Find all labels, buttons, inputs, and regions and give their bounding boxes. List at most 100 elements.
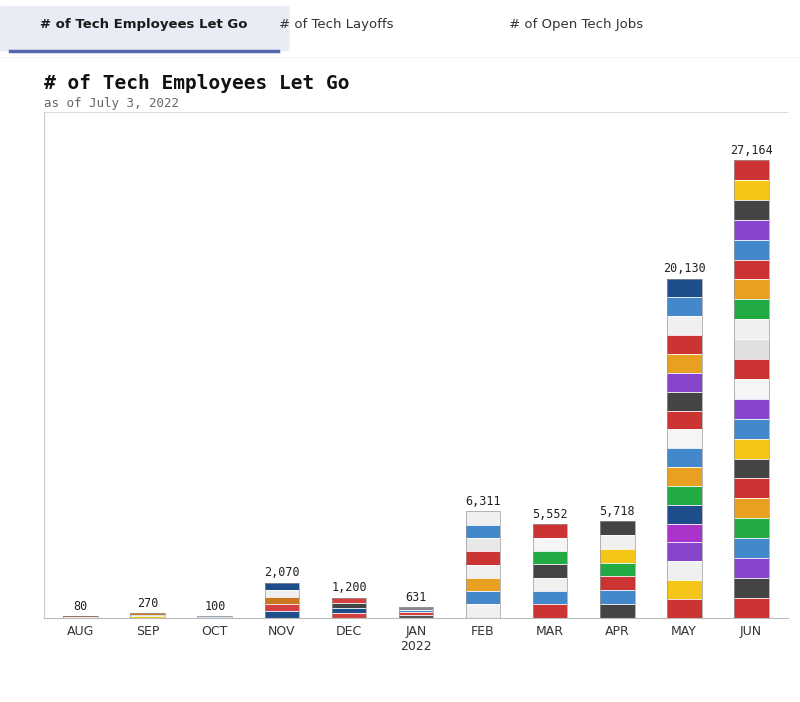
Bar [600,535,634,549]
Bar [734,419,769,439]
Bar [666,561,702,580]
Bar [666,467,702,486]
Bar [466,512,501,618]
Bar [734,359,769,379]
Bar [600,563,634,576]
Bar [734,598,769,618]
Bar [600,604,634,618]
Bar [666,373,702,392]
Bar [666,580,702,599]
Bar [466,564,501,578]
Bar [600,522,634,535]
Bar [734,260,769,279]
Bar [130,615,166,616]
Bar [666,298,702,317]
Bar [130,616,166,618]
Bar [666,486,702,505]
Bar [130,614,166,618]
Bar [265,604,299,611]
Bar [734,458,769,479]
Bar [600,522,634,618]
Text: 631: 631 [406,590,426,604]
Bar [533,564,567,578]
Bar [466,538,501,551]
Text: 80: 80 [74,600,88,613]
Text: 270: 270 [138,597,158,609]
Bar [666,354,702,373]
Bar [466,604,501,618]
Bar [734,279,769,299]
Text: 100: 100 [204,600,226,613]
Bar [734,160,769,180]
Text: 1,200: 1,200 [331,581,366,594]
Bar [734,319,769,339]
Bar [533,538,567,551]
Text: # of Open Tech Jobs: # of Open Tech Jobs [509,18,643,32]
Bar [666,279,702,618]
Bar [734,220,769,239]
Text: # of Tech Employees Let Go: # of Tech Employees Let Go [44,74,350,93]
Bar [600,576,634,590]
Bar [265,611,299,618]
Bar [198,617,232,618]
Bar [265,583,299,590]
Bar [533,524,567,618]
Bar [666,599,702,618]
Text: 6,311: 6,311 [466,495,501,508]
Bar [734,200,769,220]
Bar [466,551,501,564]
Bar [666,335,702,354]
Text: 20,130: 20,130 [662,262,706,275]
Bar [533,551,567,564]
Bar [466,578,501,591]
Bar [734,538,769,558]
Bar [533,604,567,618]
Bar [533,578,567,591]
Bar [331,608,366,613]
Bar [398,607,434,610]
Bar [398,607,434,618]
Bar [734,439,769,458]
Bar [734,379,769,399]
Bar [666,430,702,448]
Bar [734,399,769,419]
Bar [734,339,769,359]
Bar [734,518,769,538]
Bar [533,524,567,538]
FancyBboxPatch shape [0,6,290,51]
Bar [265,597,299,604]
Bar [466,512,501,524]
Bar [466,524,501,538]
Text: 27,164: 27,164 [730,144,773,157]
Bar [666,543,702,561]
Bar [666,392,702,411]
Text: # of Tech Layoffs: # of Tech Layoffs [278,18,394,32]
Bar [63,616,98,618]
Text: 2,070: 2,070 [264,567,300,579]
Bar [265,590,299,597]
Bar [666,448,702,467]
Bar [600,549,634,563]
Bar [734,160,769,618]
Bar [666,279,702,298]
Bar [398,612,434,615]
Bar [331,613,366,618]
Bar [265,583,299,618]
Bar [734,180,769,200]
Bar [734,239,769,260]
Bar [666,411,702,430]
Bar [666,317,702,335]
Text: as of July 3, 2022: as of July 3, 2022 [44,97,179,110]
Bar [734,479,769,498]
Bar [466,591,501,604]
Bar [533,591,567,604]
Bar [734,498,769,518]
Bar [666,524,702,543]
Bar [600,590,634,604]
Bar [666,505,702,524]
Bar [398,610,434,612]
Bar [734,578,769,598]
Bar [331,597,366,618]
Text: # of Tech Employees Let Go: # of Tech Employees Let Go [40,18,247,32]
Bar [331,602,366,608]
